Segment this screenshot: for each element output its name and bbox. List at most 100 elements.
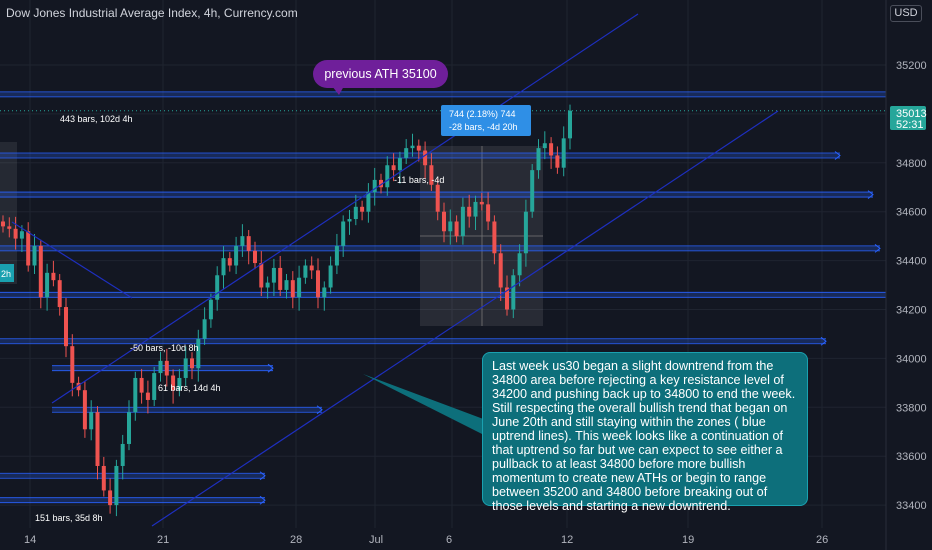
candle-body xyxy=(416,145,421,151)
candle-body xyxy=(353,206,358,220)
y-tick-label: 33800 xyxy=(896,402,927,414)
candle-body xyxy=(133,377,138,413)
x-tick-label: 6 xyxy=(446,534,452,546)
level-zone xyxy=(0,292,886,298)
y-tick-label: 34600 xyxy=(896,207,927,219)
candle-body xyxy=(82,390,87,430)
measure-box-left xyxy=(0,142,17,284)
candle-body xyxy=(183,358,188,378)
currency-button[interactable]: USD xyxy=(890,5,922,22)
countdown: 52:31 xyxy=(896,119,924,131)
level-arrow xyxy=(874,243,881,253)
candle-body xyxy=(271,267,276,283)
level-zone xyxy=(0,152,840,158)
candle-body xyxy=(467,206,472,217)
candle-body xyxy=(530,170,535,212)
level-arrow xyxy=(820,336,827,346)
level-arrow xyxy=(267,363,274,373)
candle-body xyxy=(196,338,201,369)
x-tick-label: 12 xyxy=(561,534,573,546)
candle-body xyxy=(234,245,239,266)
candle-body xyxy=(542,143,547,149)
y-tick-label: 34800 xyxy=(896,158,927,170)
candle-body xyxy=(38,245,43,298)
candle-body xyxy=(7,226,12,229)
level-zone xyxy=(0,473,265,479)
downtrend-line xyxy=(11,221,133,299)
candle-body xyxy=(89,412,94,430)
measure-line-1: 744 (2.18%) 744 xyxy=(449,109,516,119)
candle-body xyxy=(253,250,257,264)
candle-body xyxy=(549,143,554,156)
candle-body xyxy=(423,150,428,166)
x-tick-label: 14 xyxy=(24,534,36,546)
candle-body xyxy=(190,358,194,369)
y-tick-label: 33400 xyxy=(896,500,927,512)
candle-body xyxy=(215,275,220,300)
candle-body xyxy=(202,319,207,339)
label-61-bars: 61 bars, 14d 4h xyxy=(158,383,221,393)
candle-body xyxy=(517,253,522,276)
candle-body xyxy=(114,465,119,506)
x-tick-label: 28 xyxy=(290,534,302,546)
candle-body xyxy=(26,231,31,266)
candles xyxy=(1,104,572,517)
chart-title: Dow Jones Industrial Average Index, 4h, … xyxy=(6,6,298,20)
candle-body xyxy=(360,206,365,212)
level-zone xyxy=(0,338,826,344)
level-zone xyxy=(52,407,322,413)
candle-body xyxy=(51,272,56,281)
candle-body xyxy=(246,236,251,251)
candle-body xyxy=(108,490,113,506)
candle-body xyxy=(57,280,62,308)
candle-body xyxy=(19,231,24,239)
candle-body xyxy=(45,272,50,298)
candle-body xyxy=(297,277,302,298)
label-151-bars: 151 bars, 35d 8h xyxy=(35,513,103,523)
candle-body xyxy=(284,280,289,290)
candle-body xyxy=(486,204,491,222)
x-tick-label: Jul xyxy=(369,534,383,546)
y-tick-label: 33600 xyxy=(896,451,927,463)
bubble-tail xyxy=(332,86,344,95)
measure-boxes xyxy=(0,142,543,326)
candle-body xyxy=(473,201,478,217)
trend-channel xyxy=(11,13,779,527)
candle-body xyxy=(341,221,346,246)
candle-body xyxy=(429,165,434,185)
candle-body xyxy=(1,221,5,227)
measure-tooltip xyxy=(441,105,531,136)
candle-body xyxy=(454,221,459,237)
candle-body xyxy=(404,148,409,158)
y-tick-label: 35200 xyxy=(896,60,927,72)
x-tick-label: 21 xyxy=(157,534,169,546)
candle-body xyxy=(397,157,402,171)
analysis-note: Last week us30 began a slight downtrend … xyxy=(482,352,808,513)
level-zone xyxy=(0,91,886,97)
level-arrow xyxy=(316,405,323,415)
candle-body xyxy=(227,258,232,266)
candle-body xyxy=(328,265,333,288)
level-arrow xyxy=(259,471,266,481)
level-zone xyxy=(0,245,880,251)
candle-body xyxy=(505,287,509,310)
candle-body xyxy=(120,443,125,466)
candle-body xyxy=(101,465,106,491)
candle-body xyxy=(208,299,213,320)
candle-body xyxy=(240,236,245,246)
channel-lower xyxy=(151,110,779,527)
left-tag-box xyxy=(0,264,14,282)
x-axis: 14 21 28 Jul 6 12 19 26 xyxy=(24,534,828,546)
candle-body xyxy=(139,377,144,393)
candle-body xyxy=(555,155,560,168)
candle-body xyxy=(366,192,371,212)
candle-body xyxy=(391,165,396,171)
candle-body xyxy=(158,360,163,374)
candle-body xyxy=(322,287,327,298)
ath-bubble: previous ATH 35100 xyxy=(313,60,448,88)
candle-body xyxy=(13,228,18,239)
candle-body xyxy=(568,110,572,139)
candle-body xyxy=(221,258,226,276)
candle-body xyxy=(145,392,150,400)
